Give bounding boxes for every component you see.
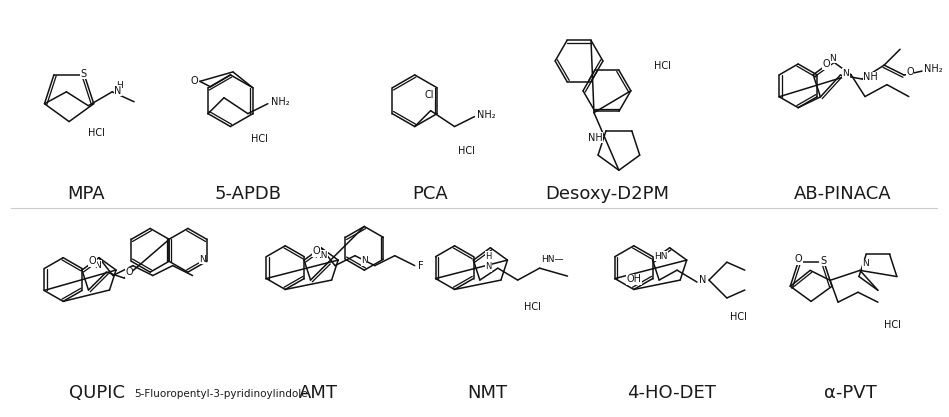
Text: S: S — [820, 256, 826, 266]
Text: HCl: HCl — [251, 133, 269, 143]
Text: HN: HN — [314, 251, 327, 260]
Text: N: N — [114, 86, 121, 96]
Text: NH₂: NH₂ — [270, 97, 289, 107]
Text: HCl: HCl — [654, 61, 671, 71]
Text: N: N — [361, 256, 367, 265]
Text: HN—: HN— — [542, 255, 564, 264]
Text: N: N — [95, 261, 102, 270]
Text: F: F — [418, 261, 423, 271]
Text: O: O — [823, 59, 830, 69]
Text: OH: OH — [626, 274, 642, 284]
Text: O: O — [313, 246, 321, 256]
Text: O: O — [89, 256, 97, 266]
Text: O: O — [125, 267, 133, 277]
Text: NH₂: NH₂ — [477, 110, 496, 120]
Text: HCl: HCl — [88, 128, 104, 138]
Text: HCl: HCl — [731, 312, 747, 322]
Text: H: H — [116, 81, 123, 90]
Text: QUPIC: QUPIC — [69, 384, 125, 402]
Text: AB-PINACA: AB-PINACA — [794, 185, 892, 203]
Text: 5-APDB: 5-APDB — [214, 185, 282, 203]
Text: N: N — [699, 275, 706, 285]
Text: α-PVT: α-PVT — [824, 384, 876, 402]
Text: 4-HO-DET: 4-HO-DET — [627, 384, 716, 402]
Text: 5-Fluoropentyl-3-pyridinoylindole: 5-Fluoropentyl-3-pyridinoylindole — [134, 389, 307, 399]
Text: O: O — [190, 76, 197, 86]
Text: NMT: NMT — [467, 384, 508, 402]
Text: N: N — [862, 259, 868, 269]
Text: MPA: MPA — [67, 185, 104, 203]
Text: HN: HN — [654, 252, 668, 261]
Text: N: N — [199, 255, 206, 264]
Text: Cl: Cl — [424, 90, 434, 100]
Text: N: N — [828, 54, 835, 63]
Text: PCA: PCA — [412, 185, 448, 203]
Text: HCl: HCl — [884, 320, 902, 330]
Text: Desoxy-D2PM: Desoxy-D2PM — [545, 185, 669, 203]
Text: H
N: H N — [485, 252, 492, 271]
Text: HCl: HCl — [524, 302, 541, 312]
Text: NH: NH — [588, 133, 603, 143]
Text: O: O — [906, 67, 914, 77]
Text: AMT: AMT — [299, 384, 338, 402]
Text: NH: NH — [864, 72, 878, 82]
Text: O: O — [794, 254, 802, 264]
Text: NH₂: NH₂ — [924, 64, 942, 74]
Text: S: S — [81, 69, 86, 79]
Text: HCl: HCl — [458, 146, 474, 156]
Text: N: N — [843, 69, 849, 78]
